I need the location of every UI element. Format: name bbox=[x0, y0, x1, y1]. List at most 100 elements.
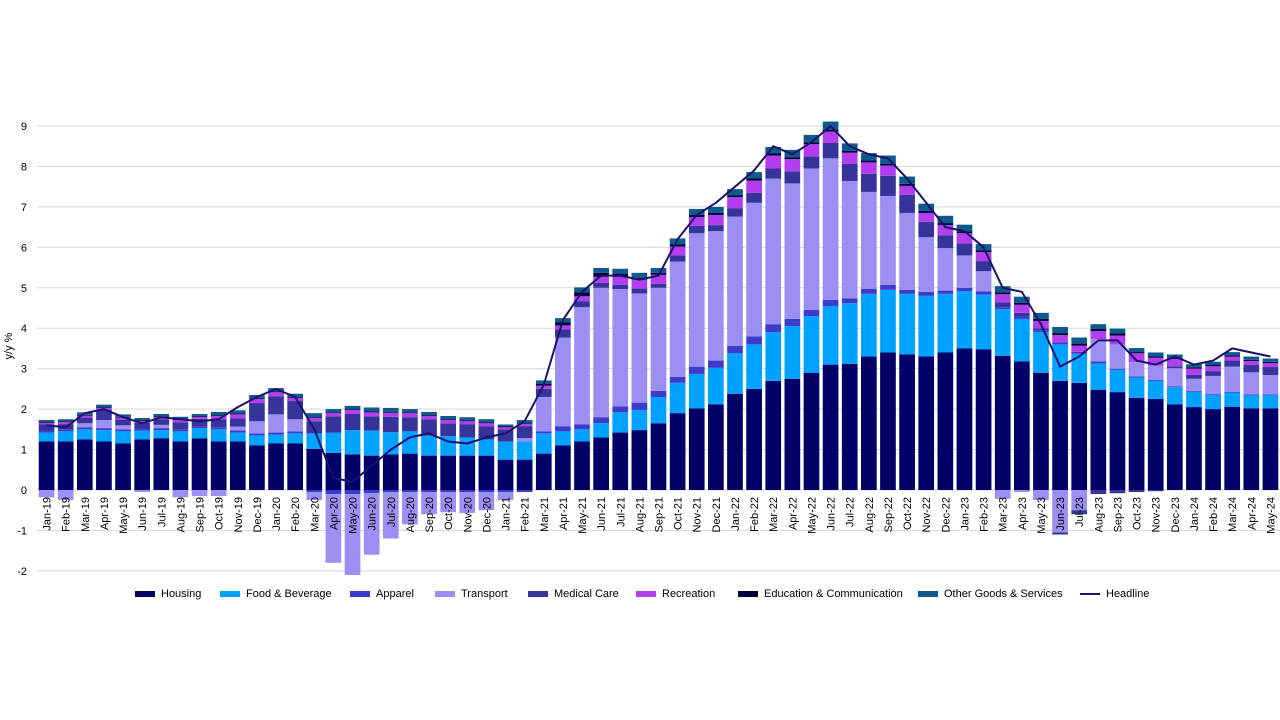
y-tick-label: -1 bbox=[17, 525, 27, 537]
bar-segment bbox=[1033, 318, 1049, 321]
bar-segment bbox=[1224, 356, 1241, 361]
x-tick-label: Jan-22 bbox=[730, 497, 742, 531]
y-tick-label: 5 bbox=[21, 283, 27, 295]
bar-segment bbox=[956, 255, 973, 288]
y-tick-label: 0 bbox=[21, 485, 27, 497]
x-tick-label: Sep-19 bbox=[195, 497, 207, 532]
bar-segment bbox=[994, 292, 1011, 295]
bar-segment bbox=[1243, 408, 1260, 490]
bar-segment bbox=[1243, 394, 1260, 396]
legend-label: Medical Care bbox=[554, 588, 619, 600]
bar-segment bbox=[38, 490, 55, 498]
bar-segment bbox=[822, 364, 839, 490]
bar-segment bbox=[421, 415, 437, 416]
legend-item: Food & Beverage bbox=[220, 584, 332, 604]
bar-segment bbox=[1128, 348, 1145, 353]
bar-segment bbox=[1243, 395, 1260, 409]
bar-segment bbox=[325, 494, 342, 563]
legend-swatch bbox=[220, 591, 240, 597]
bar-segment bbox=[268, 443, 284, 490]
bar-segment bbox=[1128, 377, 1145, 398]
bar-segment bbox=[918, 356, 935, 490]
bar-segment bbox=[899, 183, 915, 186]
bar-segment bbox=[153, 438, 170, 490]
bar-segment bbox=[287, 401, 304, 420]
bar-segment bbox=[1013, 304, 1030, 313]
bar-segment bbox=[688, 366, 705, 374]
bar-segment bbox=[57, 419, 74, 422]
headline-line-layer bbox=[46, 125, 1271, 483]
bar-segment bbox=[57, 421, 74, 423]
y-tick-label: -2 bbox=[17, 566, 27, 578]
bar-segment bbox=[268, 391, 284, 393]
bar-segment bbox=[325, 432, 342, 453]
bar-segment bbox=[593, 276, 609, 283]
bar-segment bbox=[803, 168, 820, 311]
bar-segment bbox=[803, 310, 820, 317]
bar-segment bbox=[459, 437, 476, 456]
bar-segment bbox=[612, 276, 629, 285]
x-tick-label: Sep-22 bbox=[883, 497, 895, 532]
x-tick-label: Dec-20 bbox=[481, 497, 493, 532]
bar-segment bbox=[1186, 364, 1202, 368]
bar-segment bbox=[937, 290, 954, 294]
legend-swatch bbox=[135, 591, 155, 597]
bar-segment bbox=[1090, 324, 1107, 330]
bar-segment bbox=[172, 422, 189, 430]
bar-segment bbox=[1071, 382, 1088, 490]
bar-segment bbox=[1013, 318, 1030, 362]
bar-segment bbox=[727, 197, 743, 209]
bar-segment bbox=[1147, 365, 1164, 380]
bar-segment bbox=[918, 221, 935, 238]
bar-segment bbox=[402, 453, 418, 490]
bar-segment bbox=[765, 332, 782, 381]
bar-segment bbox=[1262, 361, 1279, 364]
bar-segment bbox=[57, 429, 74, 432]
bar-segment bbox=[440, 423, 456, 437]
x-tick-label: Jan-24 bbox=[1189, 497, 1201, 531]
bar-segment bbox=[1262, 358, 1279, 362]
bar-segment bbox=[593, 267, 609, 273]
bar-segment bbox=[1128, 376, 1145, 378]
bar-segment bbox=[497, 426, 514, 428]
y-tick-label: 2 bbox=[21, 404, 27, 416]
bar-segment bbox=[631, 430, 648, 490]
bar-segment bbox=[153, 428, 170, 431]
bar-segment bbox=[631, 409, 648, 431]
bar-segment bbox=[1128, 353, 1145, 363]
y-tick-label: 9 bbox=[21, 121, 27, 133]
x-tick-label: Aug-22 bbox=[864, 497, 876, 532]
bar-segment bbox=[1052, 532, 1068, 535]
bar-segment bbox=[76, 423, 93, 428]
bar-segment bbox=[612, 288, 629, 407]
bar-segment bbox=[76, 429, 93, 440]
bar-segment bbox=[1205, 371, 1221, 376]
bar-segment bbox=[1262, 408, 1279, 490]
bar-segment bbox=[1013, 296, 1030, 303]
bar-segment bbox=[363, 416, 380, 431]
bar-segment bbox=[249, 445, 265, 490]
bar-segment bbox=[937, 223, 954, 226]
bar-segment bbox=[38, 422, 55, 425]
bar-segment bbox=[153, 424, 170, 429]
x-tick-label: Aug-20 bbox=[405, 497, 417, 532]
bar-segment bbox=[1186, 378, 1202, 391]
x-tick-label: Oct-21 bbox=[673, 497, 685, 530]
bar-segment bbox=[727, 189, 743, 196]
x-tick-label: Jan-21 bbox=[501, 497, 513, 531]
bar-segment bbox=[249, 399, 265, 404]
bar-segment bbox=[249, 421, 265, 434]
bar-segment bbox=[363, 407, 380, 412]
legend-swatch bbox=[636, 591, 656, 597]
y-tick-label: 6 bbox=[21, 242, 27, 254]
bar-segment bbox=[134, 439, 151, 490]
bar-segment bbox=[1262, 375, 1279, 395]
bar-segment bbox=[421, 419, 437, 436]
bar-segment bbox=[612, 268, 629, 274]
bar-segment bbox=[344, 413, 361, 431]
bar-segment bbox=[153, 413, 170, 417]
bar-segment bbox=[134, 420, 151, 421]
bar-segment bbox=[210, 411, 227, 416]
bar-segment bbox=[1052, 344, 1068, 381]
legend-label: Other Goods & Services bbox=[944, 588, 1063, 600]
